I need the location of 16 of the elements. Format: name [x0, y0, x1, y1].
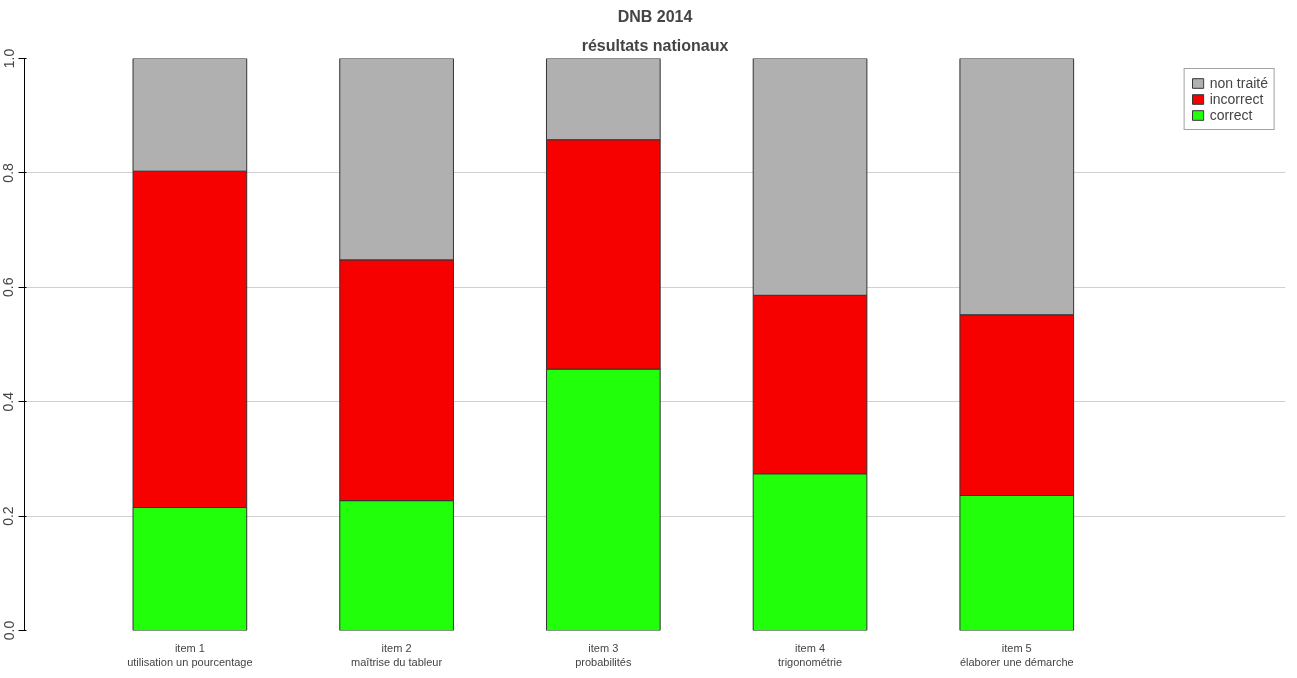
x-tick-label: item 4 trigonométrie — [777, 641, 843, 668]
y-tick-label: 0.2 — [0, 506, 17, 526]
y-tick-label: 0.0 — [0, 620, 17, 641]
chart-title: DNB 2014 — [617, 7, 693, 25]
y-tick-label: 0.4 — [0, 391, 17, 412]
y-tick-label: 0.8 — [0, 162, 17, 183]
y-tick-label: 1.0 — [0, 48, 17, 69]
x-tick-label: item 5 élaborer une démarche — [959, 641, 1074, 668]
x-tick-label: item 1 utilisation un pourcentage — [127, 641, 253, 668]
y-tick-label: 0.6 — [0, 277, 17, 298]
x-tick-label: item 2 maîtrise du tableur — [351, 641, 443, 668]
legend-label: non traité — [1209, 75, 1268, 91]
x-tick-label: item 3 probabilités — [575, 641, 632, 668]
chart-subtitle: résultats nationaux — [581, 36, 729, 54]
legend-label: incorrect — [1209, 91, 1264, 107]
legend-label: correct — [1209, 107, 1253, 123]
